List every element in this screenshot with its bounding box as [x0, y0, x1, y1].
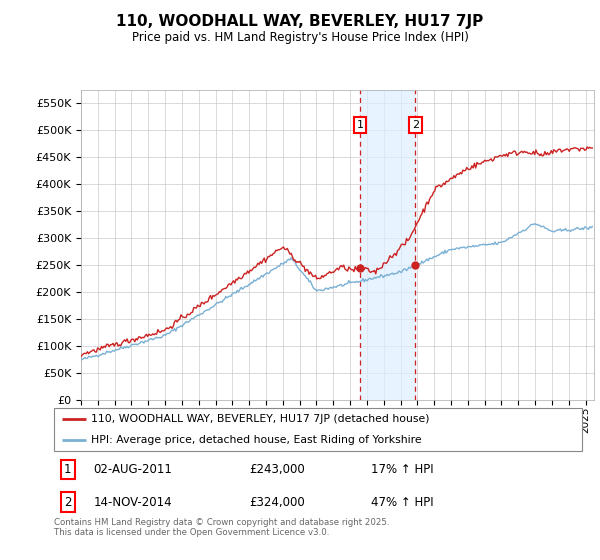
- Text: 1: 1: [64, 463, 71, 476]
- Text: 2: 2: [64, 496, 71, 509]
- Text: 110, WOODHALL WAY, BEVERLEY, HU17 7JP: 110, WOODHALL WAY, BEVERLEY, HU17 7JP: [116, 14, 484, 29]
- Text: £324,000: £324,000: [250, 496, 305, 509]
- Text: 1: 1: [356, 120, 364, 130]
- Text: 2: 2: [412, 120, 419, 130]
- Text: HPI: Average price, detached house, East Riding of Yorkshire: HPI: Average price, detached house, East…: [91, 435, 422, 445]
- Text: 110, WOODHALL WAY, BEVERLEY, HU17 7JP (detached house): 110, WOODHALL WAY, BEVERLEY, HU17 7JP (d…: [91, 414, 430, 424]
- Text: Contains HM Land Registry data © Crown copyright and database right 2025.
This d: Contains HM Land Registry data © Crown c…: [54, 518, 389, 538]
- Text: 02-AUG-2011: 02-AUG-2011: [94, 463, 172, 476]
- Text: 17% ↑ HPI: 17% ↑ HPI: [371, 463, 433, 476]
- Bar: [360, 90, 415, 400]
- Text: £243,000: £243,000: [250, 463, 305, 476]
- FancyBboxPatch shape: [54, 408, 582, 451]
- Text: 14-NOV-2014: 14-NOV-2014: [94, 496, 172, 509]
- Text: 47% ↑ HPI: 47% ↑ HPI: [371, 496, 433, 509]
- Text: Price paid vs. HM Land Registry's House Price Index (HPI): Price paid vs. HM Land Registry's House …: [131, 31, 469, 44]
